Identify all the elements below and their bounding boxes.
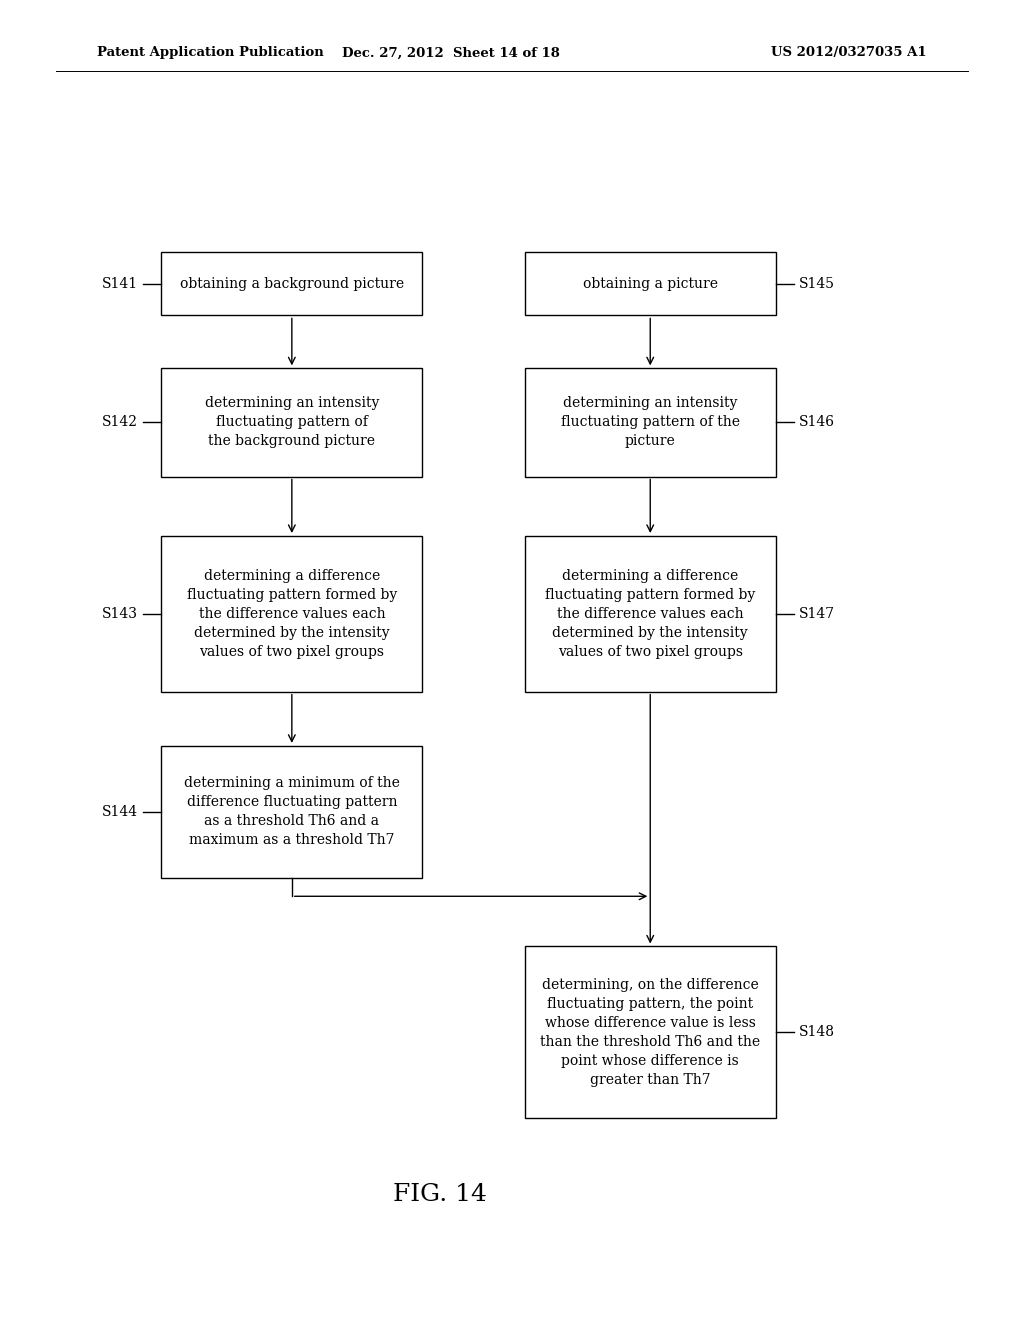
Text: determining a minimum of the
difference fluctuating pattern
as a threshold Th6 a: determining a minimum of the difference … [184,776,399,847]
Text: determining a difference
fluctuating pattern formed by
the difference values eac: determining a difference fluctuating pat… [186,569,397,659]
FancyBboxPatch shape [524,536,776,692]
Text: Dec. 27, 2012  Sheet 14 of 18: Dec. 27, 2012 Sheet 14 of 18 [342,46,559,59]
Text: US 2012/0327035 A1: US 2012/0327035 A1 [771,46,927,59]
Text: S142: S142 [101,416,137,429]
FancyBboxPatch shape [161,536,422,692]
Text: S144: S144 [101,805,137,818]
Text: S147: S147 [800,607,836,620]
Text: S146: S146 [800,416,836,429]
Text: FIG. 14: FIG. 14 [393,1183,487,1206]
Text: S145: S145 [800,277,836,290]
FancyBboxPatch shape [161,746,422,878]
Text: determining, on the difference
fluctuating pattern, the point
whose difference v: determining, on the difference fluctuati… [541,978,760,1086]
FancyBboxPatch shape [524,368,776,477]
Text: determining an intensity
fluctuating pattern of
the background picture: determining an intensity fluctuating pat… [205,396,379,449]
FancyBboxPatch shape [524,252,776,315]
Text: determining an intensity
fluctuating pattern of the
picture: determining an intensity fluctuating pat… [561,396,739,449]
Text: Patent Application Publication: Patent Application Publication [97,46,324,59]
Text: S143: S143 [101,607,137,620]
FancyBboxPatch shape [524,946,776,1118]
Text: determining a difference
fluctuating pattern formed by
the difference values eac: determining a difference fluctuating pat… [545,569,756,659]
FancyBboxPatch shape [161,368,422,477]
Text: obtaining a picture: obtaining a picture [583,277,718,290]
Text: obtaining a background picture: obtaining a background picture [180,277,403,290]
FancyBboxPatch shape [161,252,422,315]
Text: S141: S141 [101,277,137,290]
Text: S148: S148 [800,1026,836,1039]
